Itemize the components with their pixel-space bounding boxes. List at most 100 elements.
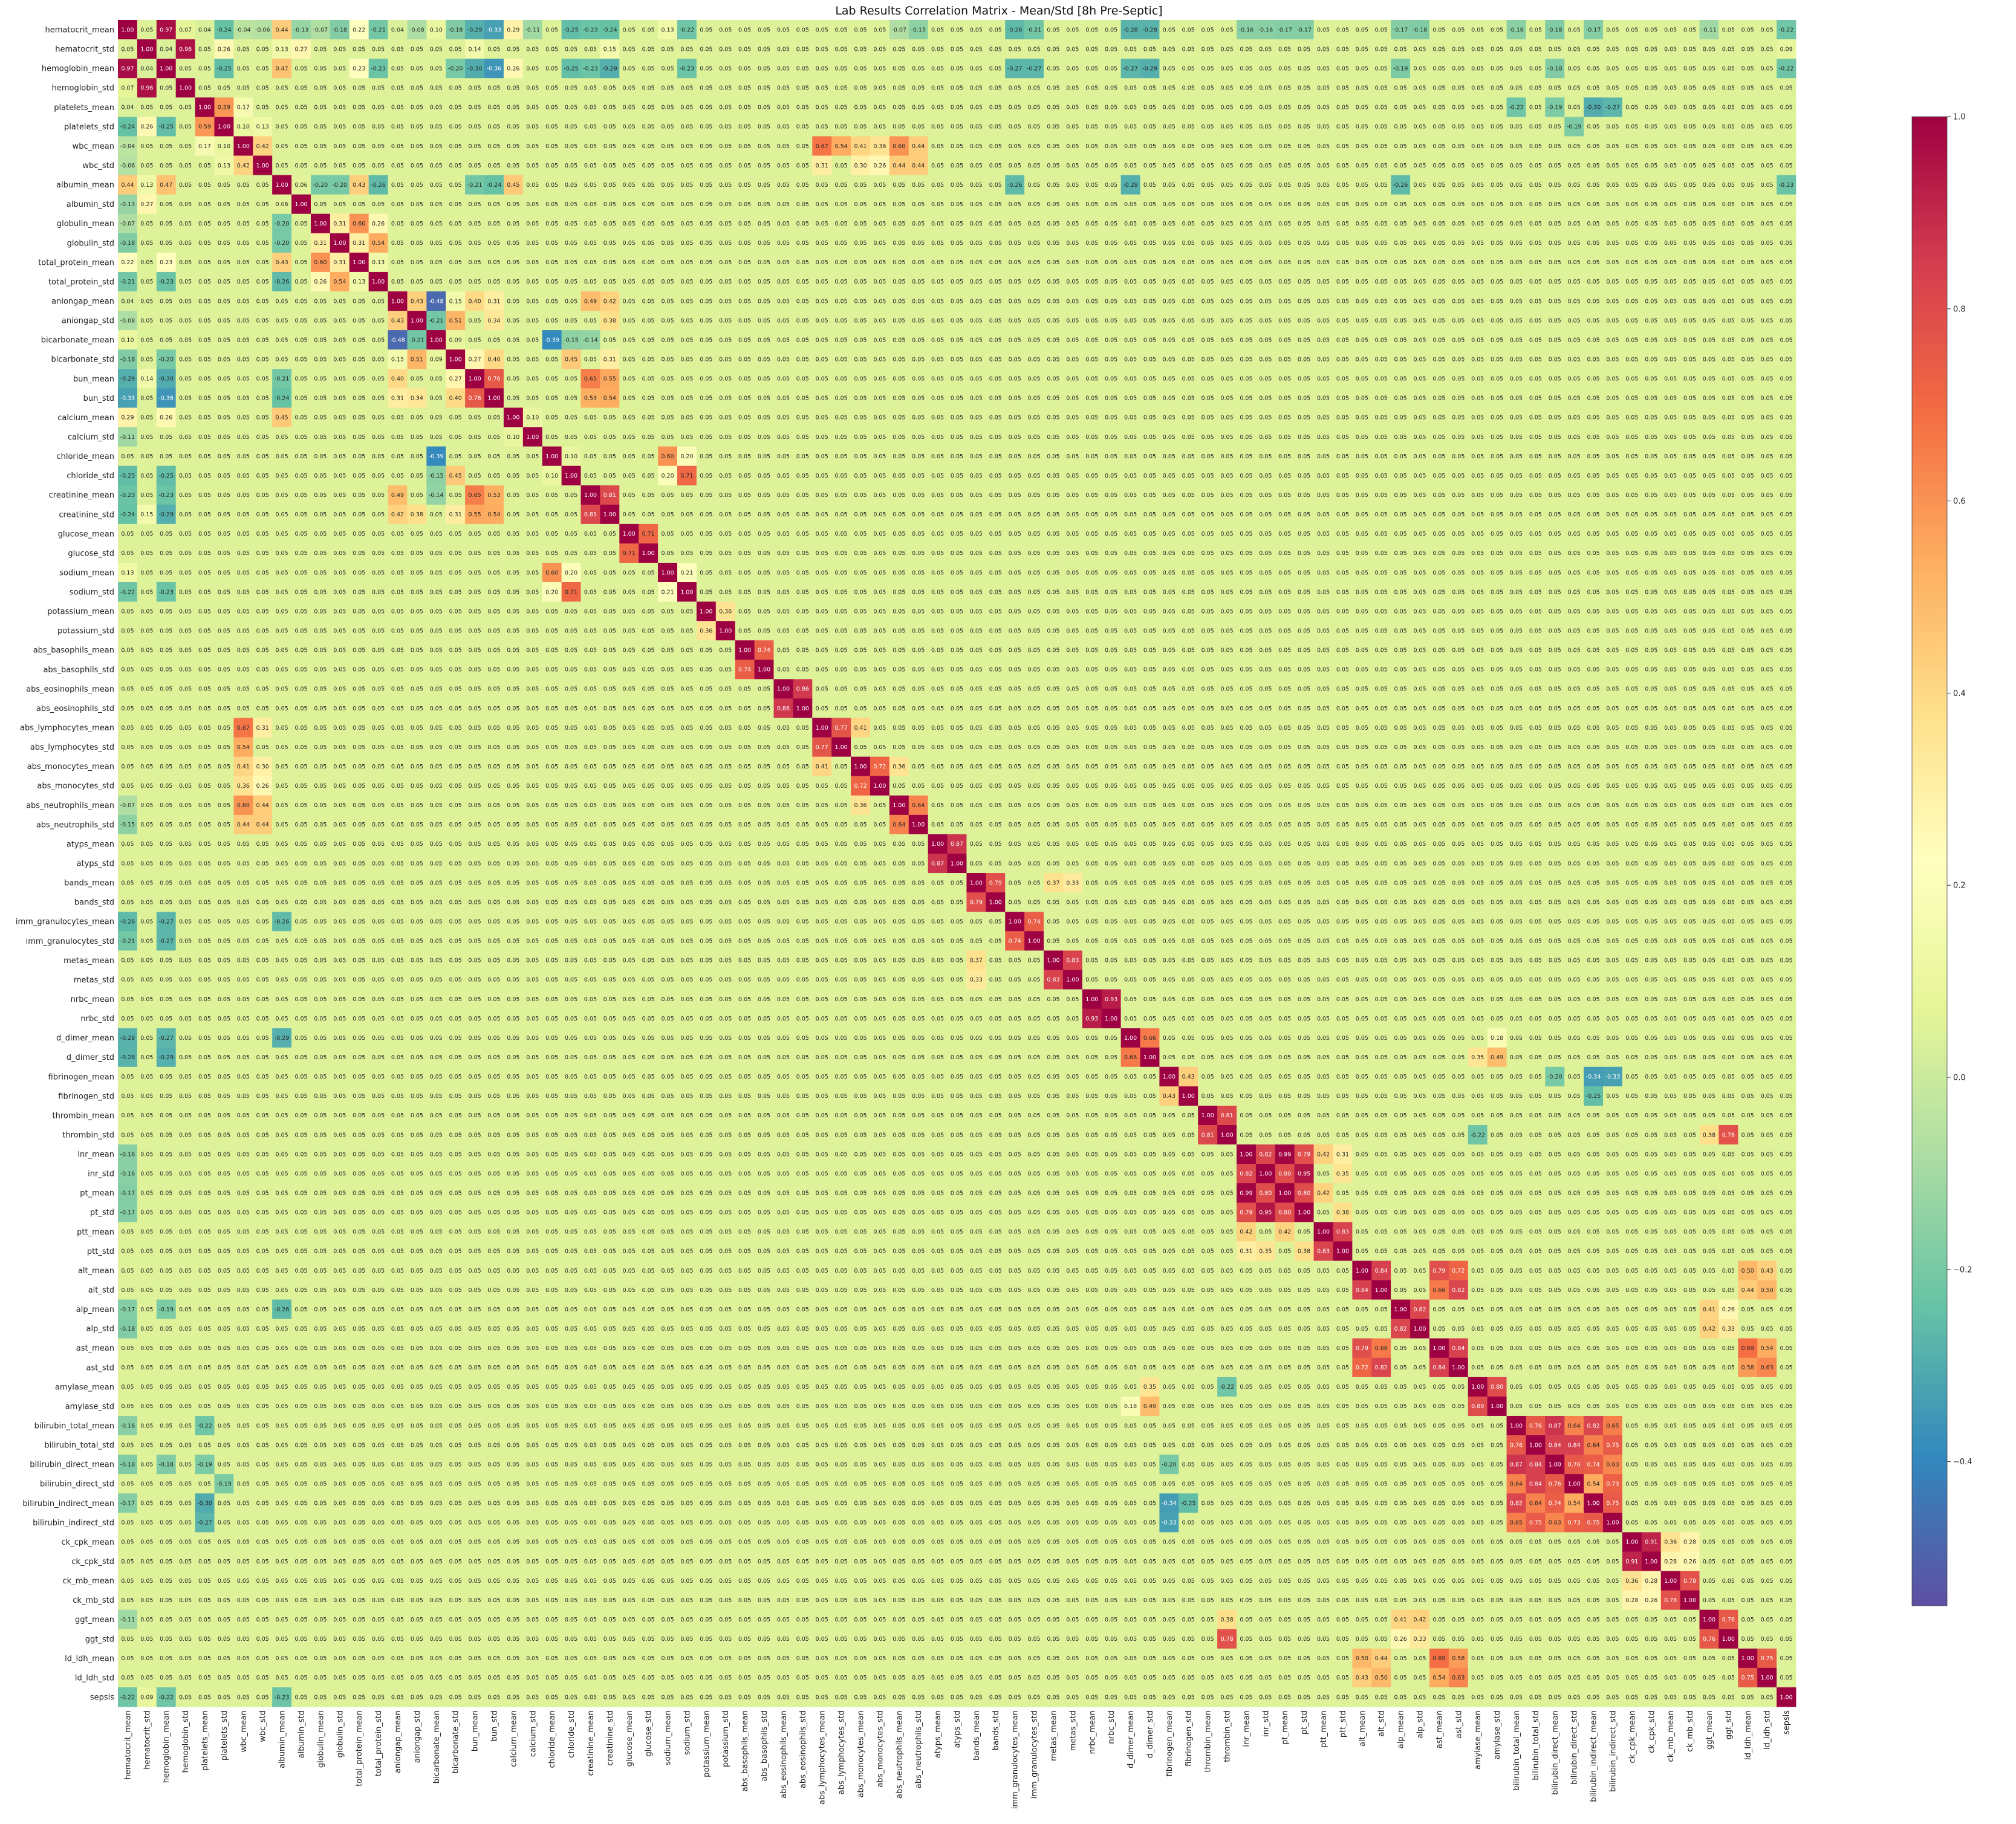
cell-value-label: 0.05 — [449, 105, 462, 111]
cell-value-label: 0.05 — [1549, 163, 1561, 169]
cell-value-label: 0.05 — [256, 279, 269, 285]
cell-value-label: 0.05 — [1143, 415, 1156, 421]
cell-value-label: 0.05 — [449, 163, 462, 169]
cell-value-label: 0.05 — [700, 65, 712, 72]
cell-value-label: 0.05 — [1432, 317, 1445, 324]
cell-value-label: 0.15 — [603, 46, 616, 53]
cell-value-label: 0.05 — [758, 46, 770, 53]
cell-value-label: 0.05 — [411, 259, 423, 266]
cell-value-label: 0.05 — [1703, 240, 1715, 247]
cell-value-label: 0.05 — [642, 570, 655, 576]
cell-value-label: 0.05 — [1182, 492, 1195, 499]
cell-value-label: 0.05 — [680, 415, 693, 421]
cell-value-label: 0.05 — [1587, 240, 1600, 247]
cell-value-label: 0.05 — [1780, 201, 1792, 208]
cell-value-label: 0.05 — [1278, 182, 1291, 189]
cell-value-label: 0.05 — [1510, 240, 1523, 247]
cell-value-label: 0.05 — [276, 317, 288, 324]
cell-value-label: 1.00 — [353, 259, 365, 266]
cell-value-label: 0.05 — [526, 279, 539, 285]
cell-value-label: 0.05 — [1259, 531, 1272, 537]
cell-value-label: 0.05 — [1780, 434, 1792, 441]
heatmap-cell — [465, 39, 485, 59]
cell-value-label: 0.05 — [1220, 143, 1233, 150]
cell-value-label: 0.05 — [256, 65, 269, 72]
cell-value-label: 0.05 — [1356, 65, 1368, 72]
cell-value-label: 0.05 — [526, 201, 539, 208]
cell-value-label: 0.05 — [719, 570, 732, 576]
cell-value-label: 0.05 — [1413, 240, 1426, 247]
heatmap-cell — [137, 39, 157, 59]
cell-value-label: 0.05 — [1606, 46, 1619, 53]
cell-value-label: 0.44 — [912, 143, 925, 150]
cell-value-label: 0.05 — [873, 27, 886, 33]
cell-value-label: 0.05 — [738, 124, 751, 131]
cell-value-label: 0.05 — [179, 240, 192, 247]
cell-value-label: 0.05 — [623, 163, 636, 169]
cell-value-label: 0.05 — [1317, 473, 1330, 479]
cell-value-label: 0.05 — [469, 415, 481, 421]
cell-value-label: 0.05 — [1047, 298, 1059, 305]
cell-value-label: 0.76 — [487, 376, 500, 383]
cell-value-label: 0.05 — [1394, 453, 1407, 460]
cell-value-label: 0.05 — [1529, 221, 1542, 227]
cell-value-label: 0.05 — [1741, 124, 1754, 131]
cell-value-label: 0.05 — [1240, 85, 1252, 92]
cell-value-label: 0.05 — [160, 201, 172, 208]
cell-value-label: 0.05 — [565, 105, 577, 111]
cell-value-label: 0.05 — [179, 105, 192, 111]
cell-value-label: 0.17 — [198, 143, 211, 150]
cell-value-label: 0.05 — [1066, 85, 1079, 92]
cell-value-label: 1.00 — [276, 182, 288, 189]
cell-value-label: 0.05 — [951, 163, 963, 169]
cell-value-label: 0.05 — [160, 105, 172, 111]
cell-value-label: 0.05 — [1432, 357, 1445, 363]
cell-value-label: 0.05 — [1336, 143, 1349, 150]
cell-value-label: 0.05 — [1664, 434, 1677, 441]
cell-value-label: 0.05 — [1394, 46, 1407, 53]
cell-value-label: 0.05 — [1587, 279, 1600, 285]
cell-value-label: 0.05 — [719, 298, 732, 305]
cell-value-label: 0.05 — [237, 221, 250, 227]
cell-value-label: 0.05 — [372, 550, 385, 557]
cell-value-label: 0.05 — [487, 201, 500, 208]
cell-value-label: 0.05 — [353, 85, 365, 92]
cell-value-label: 0.05 — [353, 531, 365, 537]
cell-value-label: 0.05 — [893, 337, 905, 343]
cell-value-label: 0.05 — [1220, 85, 1233, 92]
cell-value-label: 0.05 — [700, 124, 712, 131]
cell-value-label: 0.05 — [1085, 395, 1098, 402]
cell-value-label: 0.05 — [430, 124, 443, 131]
cell-value-label: 0.05 — [565, 221, 577, 227]
cell-value-label: 0.05 — [989, 357, 1002, 363]
heatmap-cell — [1275, 20, 1295, 40]
cell-value-label: 0.05 — [140, 298, 153, 305]
cell-value-label: 0.05 — [989, 85, 1002, 92]
cell-value-label: 0.05 — [816, 376, 828, 383]
cell-value-label: 0.30 — [854, 163, 867, 169]
cell-value-label: 0.05 — [1105, 163, 1117, 169]
cell-value-label: 0.05 — [218, 531, 230, 537]
cell-value-label: 0.05 — [931, 46, 944, 53]
cell-value-label: 0.05 — [951, 550, 963, 557]
cell-value-label: 0.05 — [951, 65, 963, 72]
cell-value-label: 0.05 — [1105, 279, 1117, 285]
cell-value-label: 0.05 — [796, 298, 809, 305]
cell-value-label: 0.05 — [1587, 182, 1600, 189]
cell-value-label: 0.05 — [623, 124, 636, 131]
cell-value-label: 0.05 — [584, 143, 597, 150]
cell-value-label: 0.05 — [1780, 85, 1792, 92]
heatmap-cell — [619, 39, 639, 59]
cell-value-label: 0.05 — [140, 105, 153, 111]
cell-value-label: 0.05 — [1549, 453, 1561, 460]
cell-value-label: 0.05 — [1741, 143, 1754, 150]
cell-value-label: 0.05 — [1722, 85, 1735, 92]
cell-value-label: 0.05 — [1529, 163, 1542, 169]
cell-value-label: 0.05 — [835, 259, 848, 266]
cell-value-label: 0.05 — [353, 511, 365, 518]
cell-value-label: 0.05 — [777, 221, 790, 227]
cell-value-label: -0.17 — [1393, 27, 1408, 33]
cell-value-label: 0.05 — [642, 511, 655, 518]
cell-value-label: 0.40 — [391, 376, 404, 383]
cell-value-label: 0.05 — [411, 473, 423, 479]
